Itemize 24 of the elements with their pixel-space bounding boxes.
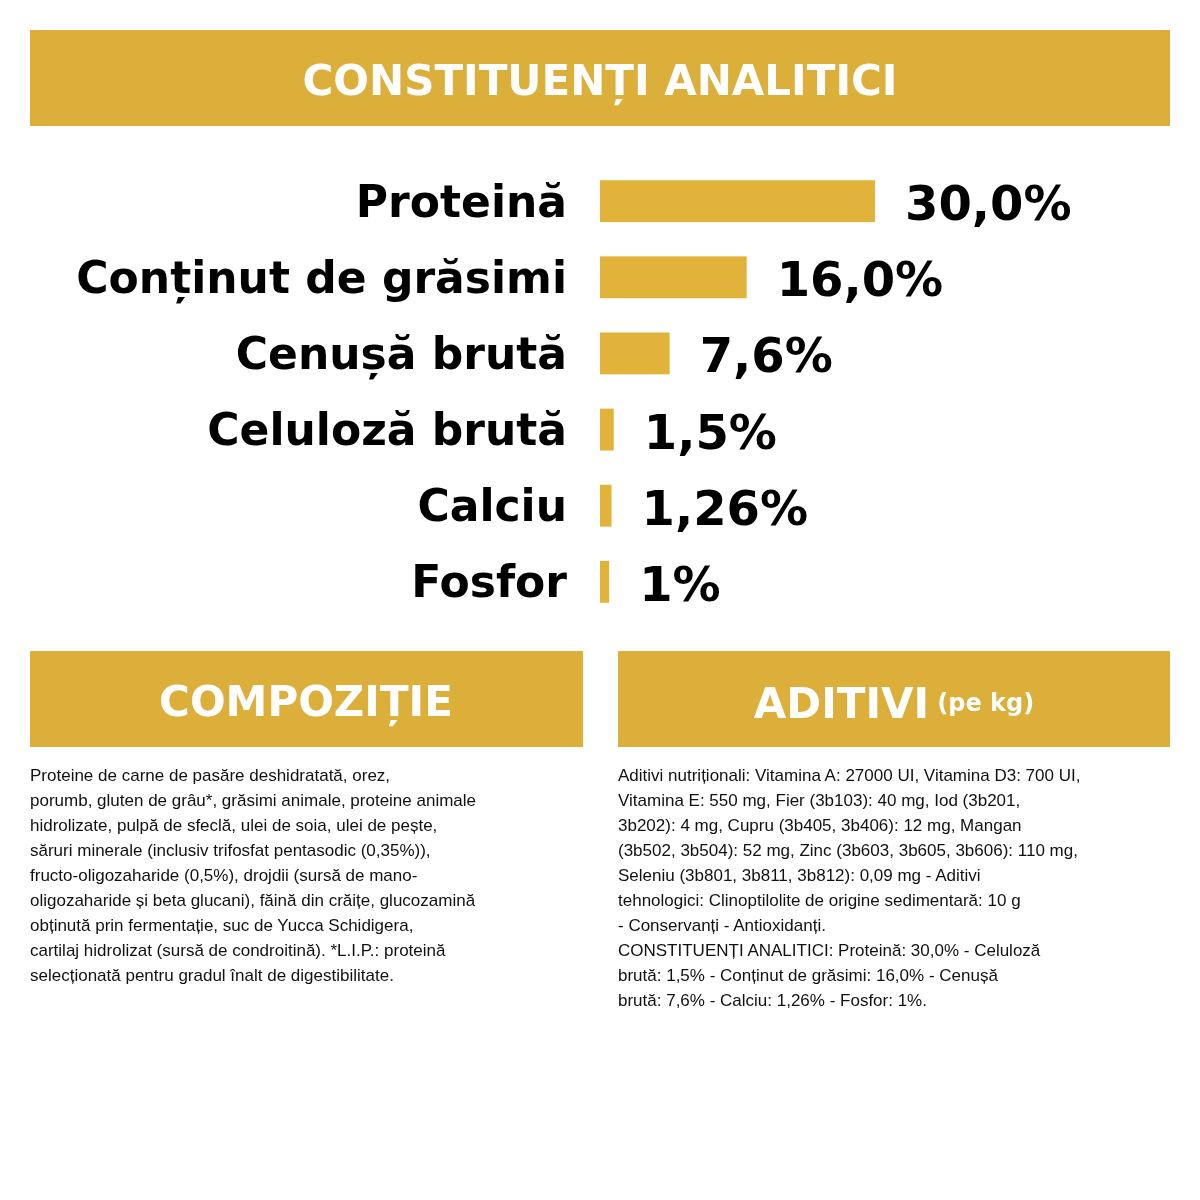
data-label: 1,5% (643, 403, 777, 460)
text: COMPOZIȚIE (159, 676, 453, 727)
text: ADITIVI (753, 678, 930, 728)
y-tick-label: Calciu (417, 480, 567, 532)
chart-title: CONSTITUENȚI ANALITICI (302, 55, 898, 106)
data-label: 1,26% (641, 479, 809, 536)
y-tick-label: Cenușă brută (235, 327, 567, 380)
text: Aditivi nutriționali: Vitamina A: 27000 UI, Vitamina D3: 700 UI, Vitamina E: 550 mg, Fier (3b103): 40 mg, Iod (3b201, 3b202): 4 mg, Cupru (3b405, 3b406): 12 mg, Mangan (3b502, 3b504): 52 mg, Zinc (3b603, 3b605, 3b606): 110 mg, Seleniu (3b801, 3b811, 3b812): 0,09 mg - Aditivi tehnologici: Clinoptilolite de origine sedimentară: 10 g - Conservanți - Antioxidanți. CONSTITUENȚI ANALITICI: Proteină: 30,0% - Celuloză brută: 1,5% - Conținut de grăsimi: 16,0% - Cenușă brută: 7,6% - Calciu: 1,26% - Fosfor: 1%. (618, 766, 1081, 1010)
data-label: 1% (639, 555, 721, 612)
text: Proteine de carne de pasăre deshidratată, orez, porumb, gluten de grâu*, grăsimi animale, proteine animale hidrolizate, pulpă de sfeclă, ulei de soia, ulei de pește, săruri minerale (inclusiv trifosfat pentasodic (0,35%)), fructo-oligozaharide (0,5%), drojdii (sursă de mano- oligozaharide și beta glucani), făină din crăițe, glucozamină obținută prin fermentație, suc de Yucca Schidigera, cartilaj hidrolizat (sursă de condroitină). *L.I.P.: proteină selecționată pentru gradul înalt de digestibilitate. (30, 766, 477, 985)
bar (600, 256, 747, 299)
bar (600, 484, 612, 527)
bar (600, 332, 670, 375)
y-tick-label: Celuloză brută (207, 404, 567, 456)
text: (pe kg) (937, 689, 1035, 717)
bar (600, 180, 875, 223)
y-tick-label: Conținut de grăsimi (76, 251, 567, 304)
y-tick-label: Fosfor (411, 556, 568, 608)
data-label: 16,0% (776, 251, 944, 308)
bar (600, 560, 610, 603)
data-label: 30,0% (905, 175, 1072, 232)
y-tick-label: Proteină (355, 175, 567, 227)
bar (600, 408, 614, 451)
data-label: 7,6% (699, 327, 833, 384)
